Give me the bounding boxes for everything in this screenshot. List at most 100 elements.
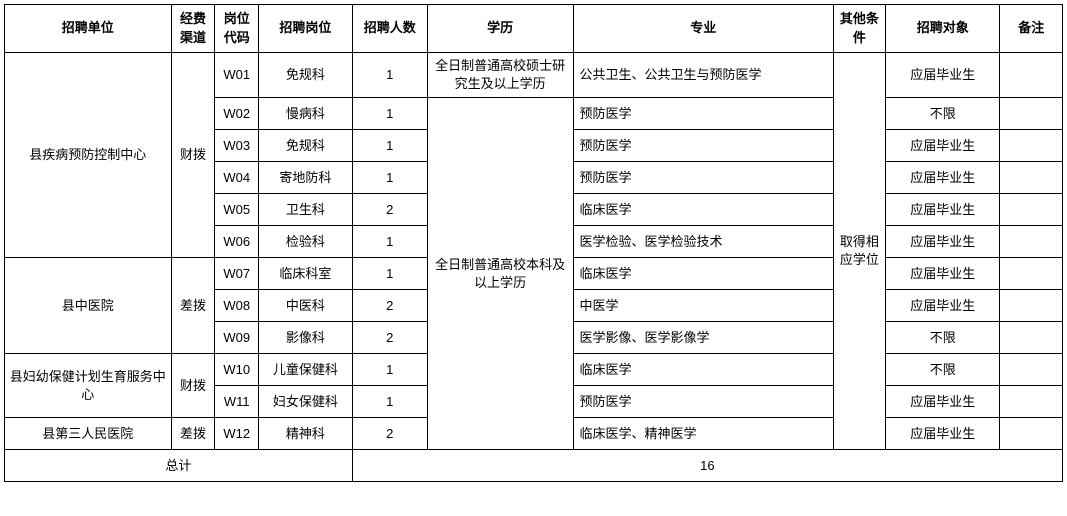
target-cell: 应届毕业生 — [885, 386, 1000, 418]
code-cell: W10 — [215, 354, 259, 386]
target-cell: 应届毕业生 — [885, 226, 1000, 258]
post-cell: 免规科 — [259, 130, 353, 162]
count-cell: 1 — [352, 162, 427, 194]
post-cell: 妇女保健科 — [259, 386, 353, 418]
count-cell: 2 — [352, 194, 427, 226]
funding-cell: 财拨 — [171, 354, 215, 418]
post-cell: 免规科 — [259, 53, 353, 98]
table-header-row: 招聘单位 经费渠道 岗位代码 招聘岗位 招聘人数 学历 专业 其他条件 招聘对象… — [5, 5, 1063, 53]
note-cell — [1000, 258, 1063, 290]
education-cell: 全日制普通高校本科及以上学历 — [427, 98, 573, 450]
header-major: 专业 — [573, 5, 833, 53]
major-cell: 医学检验、医学检验技术 — [573, 226, 833, 258]
header-note: 备注 — [1000, 5, 1063, 53]
note-cell — [1000, 162, 1063, 194]
code-cell: W01 — [215, 53, 259, 98]
code-cell: W06 — [215, 226, 259, 258]
target-cell: 应届毕业生 — [885, 258, 1000, 290]
post-cell: 慢病科 — [259, 98, 353, 130]
header-code: 岗位代码 — [215, 5, 259, 53]
target-cell: 应届毕业生 — [885, 418, 1000, 450]
count-cell: 2 — [352, 290, 427, 322]
recruitment-table: 招聘单位 经费渠道 岗位代码 招聘岗位 招聘人数 学历 专业 其他条件 招聘对象… — [4, 4, 1063, 482]
target-cell: 应届毕业生 — [885, 290, 1000, 322]
major-cell: 临床医学 — [573, 258, 833, 290]
table-row: 县疾病预防控制中心财拨W01免规科1全日制普通高校硕士研究生及以上学历公共卫生、… — [5, 53, 1063, 98]
post-cell: 检验科 — [259, 226, 353, 258]
post-cell: 影像科 — [259, 322, 353, 354]
total-value-cell: 16 — [352, 450, 1062, 482]
count-cell: 2 — [352, 322, 427, 354]
header-funding: 经费渠道 — [171, 5, 215, 53]
note-cell — [1000, 418, 1063, 450]
note-cell — [1000, 226, 1063, 258]
target-cell: 应届毕业生 — [885, 130, 1000, 162]
count-cell: 1 — [352, 354, 427, 386]
header-post: 招聘岗位 — [259, 5, 353, 53]
post-cell: 临床科室 — [259, 258, 353, 290]
major-cell: 预防医学 — [573, 386, 833, 418]
unit-cell: 县妇幼保健计划生育服务中心 — [5, 354, 172, 418]
unit-cell: 县第三人民医院 — [5, 418, 172, 450]
code-cell: W03 — [215, 130, 259, 162]
count-cell: 2 — [352, 418, 427, 450]
major-cell: 预防医学 — [573, 98, 833, 130]
target-cell: 不限 — [885, 322, 1000, 354]
header-other: 其他条件 — [833, 5, 885, 53]
note-cell — [1000, 386, 1063, 418]
count-cell: 1 — [352, 258, 427, 290]
code-cell: W08 — [215, 290, 259, 322]
target-cell: 不限 — [885, 354, 1000, 386]
note-cell — [1000, 290, 1063, 322]
total-label-cell: 总计 — [5, 450, 353, 482]
major-cell: 公共卫生、公共卫生与预防医学 — [573, 53, 833, 98]
count-cell: 1 — [352, 130, 427, 162]
table-body: 县疾病预防控制中心财拨W01免规科1全日制普通高校硕士研究生及以上学历公共卫生、… — [5, 53, 1063, 482]
target-cell: 应届毕业生 — [885, 194, 1000, 226]
other-condition-cell: 取得相应学位 — [833, 53, 885, 450]
funding-cell: 差拨 — [171, 258, 215, 354]
unit-cell: 县中医院 — [5, 258, 172, 354]
code-cell: W09 — [215, 322, 259, 354]
major-cell: 临床医学 — [573, 354, 833, 386]
header-unit: 招聘单位 — [5, 5, 172, 53]
target-cell: 应届毕业生 — [885, 162, 1000, 194]
count-cell: 1 — [352, 98, 427, 130]
major-cell: 预防医学 — [573, 162, 833, 194]
header-education: 学历 — [427, 5, 573, 53]
count-cell: 1 — [352, 386, 427, 418]
note-cell — [1000, 194, 1063, 226]
count-cell: 1 — [352, 53, 427, 98]
post-cell: 卫生科 — [259, 194, 353, 226]
major-cell: 中医学 — [573, 290, 833, 322]
major-cell: 临床医学、精神医学 — [573, 418, 833, 450]
post-cell: 中医科 — [259, 290, 353, 322]
code-cell: W04 — [215, 162, 259, 194]
post-cell: 儿童保健科 — [259, 354, 353, 386]
note-cell — [1000, 354, 1063, 386]
target-cell: 应届毕业生 — [885, 53, 1000, 98]
code-cell: W12 — [215, 418, 259, 450]
code-cell: W02 — [215, 98, 259, 130]
note-cell — [1000, 130, 1063, 162]
code-cell: W07 — [215, 258, 259, 290]
header-count: 招聘人数 — [352, 5, 427, 53]
code-cell: W05 — [215, 194, 259, 226]
count-cell: 1 — [352, 226, 427, 258]
header-target: 招聘对象 — [885, 5, 1000, 53]
post-cell: 精神科 — [259, 418, 353, 450]
total-row: 总计16 — [5, 450, 1063, 482]
major-cell: 预防医学 — [573, 130, 833, 162]
note-cell — [1000, 53, 1063, 98]
major-cell: 医学影像、医学影像学 — [573, 322, 833, 354]
unit-cell: 县疾病预防控制中心 — [5, 53, 172, 258]
major-cell: 临床医学 — [573, 194, 833, 226]
code-cell: W11 — [215, 386, 259, 418]
funding-cell: 财拨 — [171, 53, 215, 258]
funding-cell: 差拨 — [171, 418, 215, 450]
note-cell — [1000, 322, 1063, 354]
target-cell: 不限 — [885, 98, 1000, 130]
education-cell: 全日制普通高校硕士研究生及以上学历 — [427, 53, 573, 98]
note-cell — [1000, 98, 1063, 130]
post-cell: 寄地防科 — [259, 162, 353, 194]
